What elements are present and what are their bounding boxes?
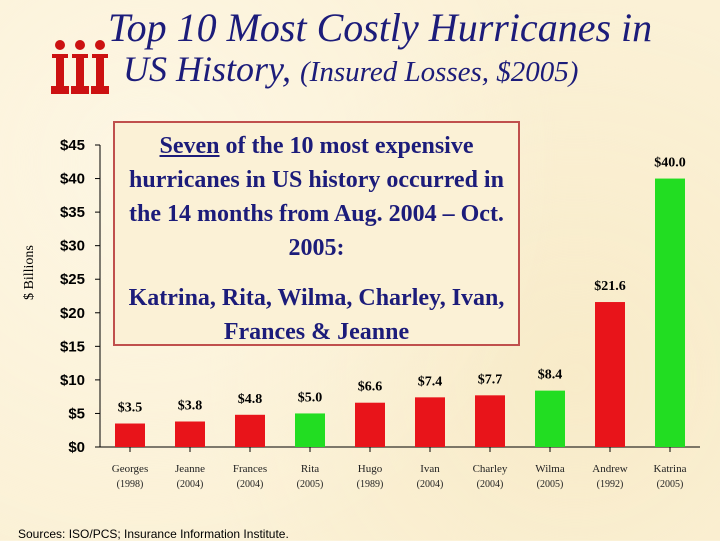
x-year-label: (2005) [657,479,684,490]
page-title-line2: US History, (Insured Losses, $2005) [123,48,578,90]
x-category-label: Charley [473,463,508,475]
bar-value-label: $8.4 [538,368,563,383]
bar-frances [235,414,265,447]
y-tick-label: $10 [60,372,85,389]
x-year-label: (1998) [117,479,144,490]
y-tick-label: $30 [60,238,85,255]
y-tick-label: $45 [60,137,85,154]
axis-layer: $0 $5 $10 $15 $20 $25 $30 $35 $40 $45 [60,137,700,456]
x-category-label: Ivan [420,463,440,475]
x-year-label: (2004) [237,479,264,490]
x-year-label: (2005) [537,479,564,490]
x-category-label: Jeanne [175,463,205,475]
y-tick-label: $35 [60,204,85,221]
source-note: Sources: ISO/PCS; Insurance Information … [18,527,289,541]
callout-text: of the 10 most expensive hurricanes in U… [129,133,504,261]
page-title-line1: Top 10 Most Costly Hurricanes in [108,5,653,50]
bar-value-label: $7.7 [478,372,503,387]
label-layer: $3.5 Georges (1998) $3.8 Jeanne (2004) $4.8 Fra… [112,156,687,490]
x-year-label: (1992) [597,479,624,490]
bar-wilma [535,390,565,447]
bar-jeanne [175,421,205,447]
x-year-label: (2004) [177,479,204,490]
x-category-label: Wilma [535,463,565,475]
y-tick-label: $0 [68,439,85,456]
y-tick-label: $40 [60,171,85,188]
x-category-label: Katrina [654,463,687,475]
x-category-label: Andrew [592,463,627,475]
bar-value-label: $5.0 [298,390,323,405]
y-tick-label: $5 [68,405,85,422]
bar-value-label: $40.0 [654,156,686,171]
iii-logo-icon [51,40,109,94]
bar-value-label: $3.8 [178,398,203,413]
bar-value-label: $21.6 [594,279,626,294]
callout-emphasis: Seven [159,133,220,159]
bar-hugo [355,402,385,447]
bar-georges [115,423,145,447]
y-tick-label: $15 [60,338,85,355]
y-tick-label: $20 [60,305,85,322]
y-tick-label: $25 [60,271,85,288]
x-year-label: (2005) [297,479,324,490]
bar-rita [295,413,325,447]
bar-ivan [415,397,445,447]
x-year-label: (2004) [417,479,444,490]
x-category-label: Hugo [358,463,383,475]
bar-katrina [655,178,685,448]
title-block: Top 10 Most Costly Hurricanes in US Hist… [0,0,720,100]
callout-box: Seven of the 10 most expensive hurricane… [113,121,520,346]
bar-value-label: $6.6 [358,380,383,395]
x-category-label: Frances [233,463,267,475]
x-category-label: Rita [301,463,319,475]
bar-value-label: $4.8 [238,392,263,407]
callout-paragraph-2: Katrina, Rita, Wilma, Charley, Ivan, Fra… [128,285,505,345]
bar-value-label: $3.5 [118,401,143,416]
callout-paragraph-1: Seven of the 10 most expensive hurricane… [115,129,518,265]
bar-charley [475,395,505,447]
bar-value-label: $7.4 [418,374,443,389]
bar-layer [115,178,685,448]
x-category-label: Georges [112,463,148,475]
bar-andrew [595,302,625,447]
title-subtitle: (Insured Losses, $2005) [300,56,579,88]
title-main: US History, [123,49,292,89]
x-year-label: (1989) [357,479,384,490]
x-year-label: (2004) [477,479,504,490]
